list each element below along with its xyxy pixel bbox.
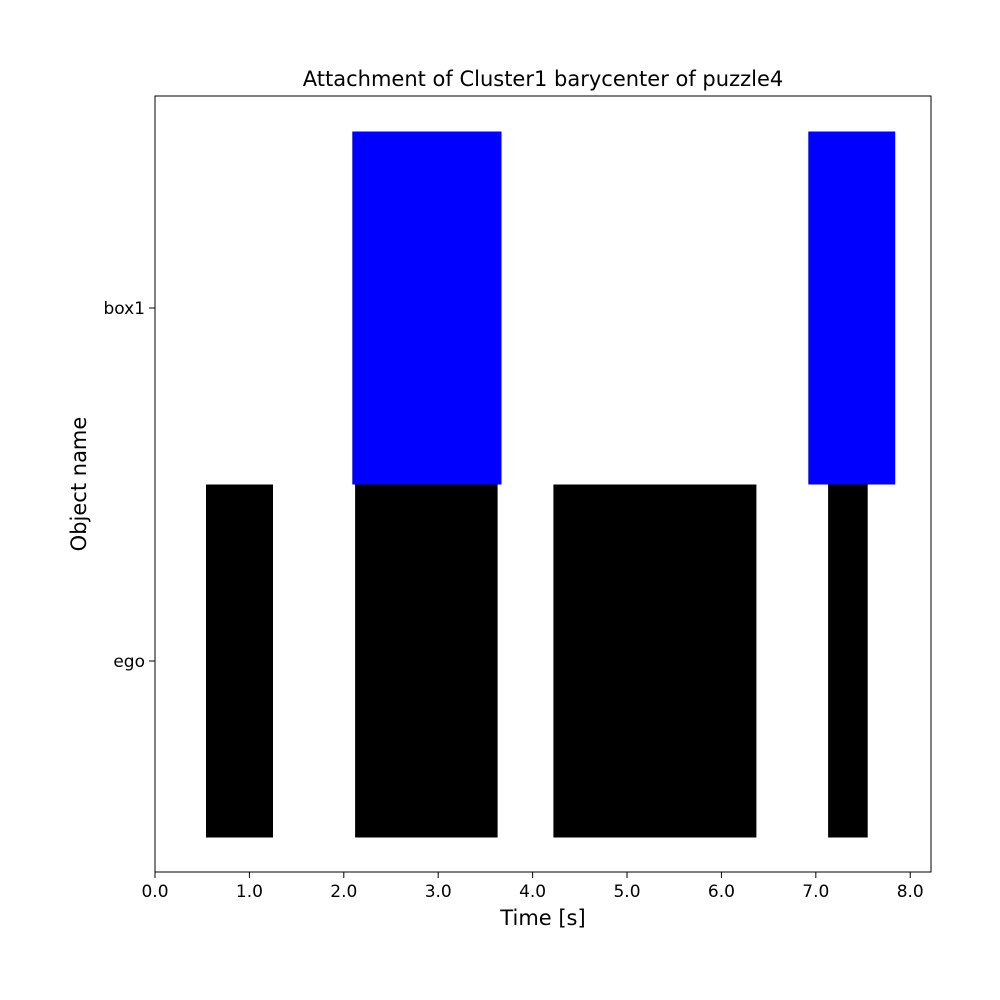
- bar-ego-1: [206, 484, 273, 838]
- x-axis-label: Time [s]: [499, 906, 585, 930]
- bar-ego-4: [828, 484, 868, 838]
- bar-ego-3: [553, 484, 757, 838]
- interval-bars: [206, 131, 896, 838]
- y-tick-label-ego: ego: [113, 652, 145, 672]
- x-axis: 0.0 1.0 2.0 3.0 4.0 5.0 6.0 7.0 8.0: [141, 872, 924, 902]
- x-tick-label: 8.0: [897, 882, 924, 902]
- bar-box1-1: [352, 131, 502, 485]
- x-tick-label: 1.0: [236, 882, 263, 902]
- chart-title: Attachment of Cluster1 barycenter of puz…: [303, 67, 784, 91]
- y-axis-label: Object name: [67, 417, 91, 552]
- plot-frame: [154, 95, 932, 873]
- bar-ego-2: [355, 484, 498, 838]
- x-tick-label: 6.0: [708, 882, 735, 902]
- x-tick-label: 5.0: [613, 882, 640, 902]
- bar-box1-2: [808, 131, 896, 485]
- x-tick-label: 3.0: [425, 882, 452, 902]
- x-tick-label: 7.0: [802, 882, 829, 902]
- y-tick-label-box1: box1: [103, 299, 145, 319]
- x-tick-label: 4.0: [519, 882, 546, 902]
- y-axis: ego box1: [103, 299, 155, 672]
- x-tick-label: 2.0: [330, 882, 357, 902]
- x-tick-label: 0.0: [141, 882, 168, 902]
